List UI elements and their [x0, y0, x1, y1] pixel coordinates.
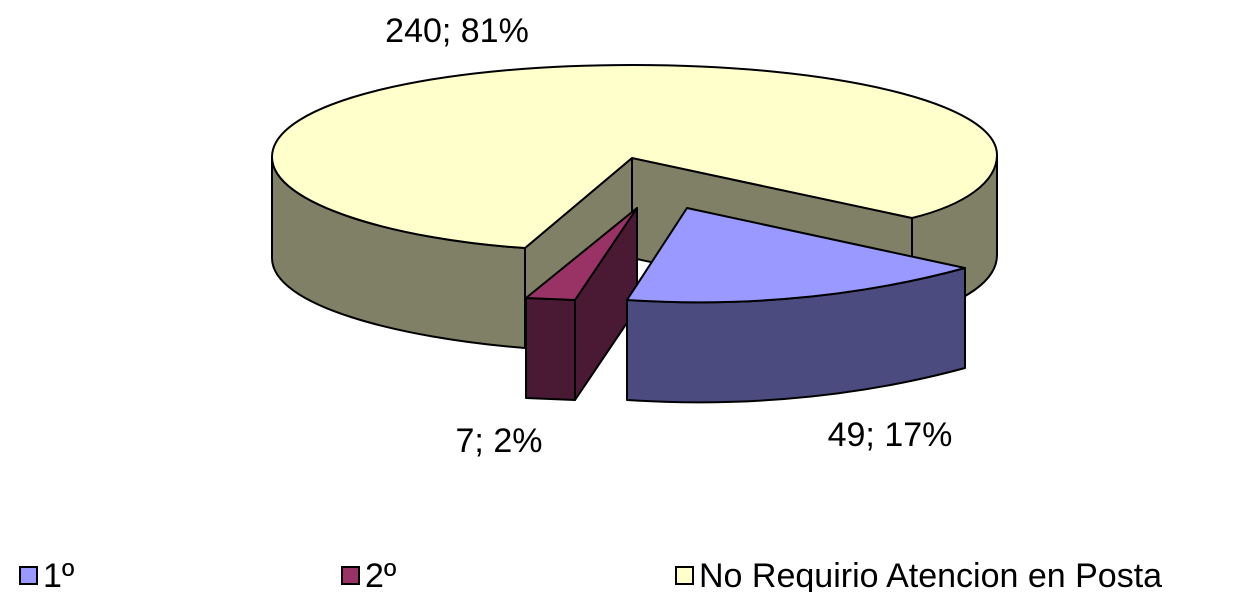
legend-swatch-1	[19, 566, 38, 585]
legend-swatch-no-requirio	[675, 566, 694, 585]
slice-2	[525, 207, 638, 401]
legend-entry-2: 2º	[341, 557, 396, 592]
legend-label-no-requirio: No Requirio Atencion en Posta	[699, 557, 1162, 592]
data-labels: 240; 81% 7; 2% 49; 17%	[385, 12, 952, 460]
pie-3d-group	[271, 64, 998, 404]
legend-label-2: 2º	[365, 557, 396, 592]
legend: 1º 2º No Requirio Atencion en Posta	[19, 557, 1162, 592]
slice-2-top	[525, 207, 638, 301]
legend-label-1: 1º	[43, 557, 74, 592]
data-label-2: 7; 2%	[456, 422, 543, 460]
slice-2-side-front	[525, 297, 576, 401]
legend-swatch-2	[341, 566, 360, 585]
slice-1	[626, 207, 966, 404]
slice-1-top	[626, 207, 966, 304]
data-label-1: 49; 17%	[828, 416, 953, 454]
legend-entry-no-requirio: No Requirio Atencion en Posta	[675, 557, 1162, 592]
legend-entry-1: 1º	[19, 557, 74, 592]
slice-no-requirio-top	[271, 64, 998, 249]
data-label-no-requirio: 240; 81%	[385, 12, 529, 50]
